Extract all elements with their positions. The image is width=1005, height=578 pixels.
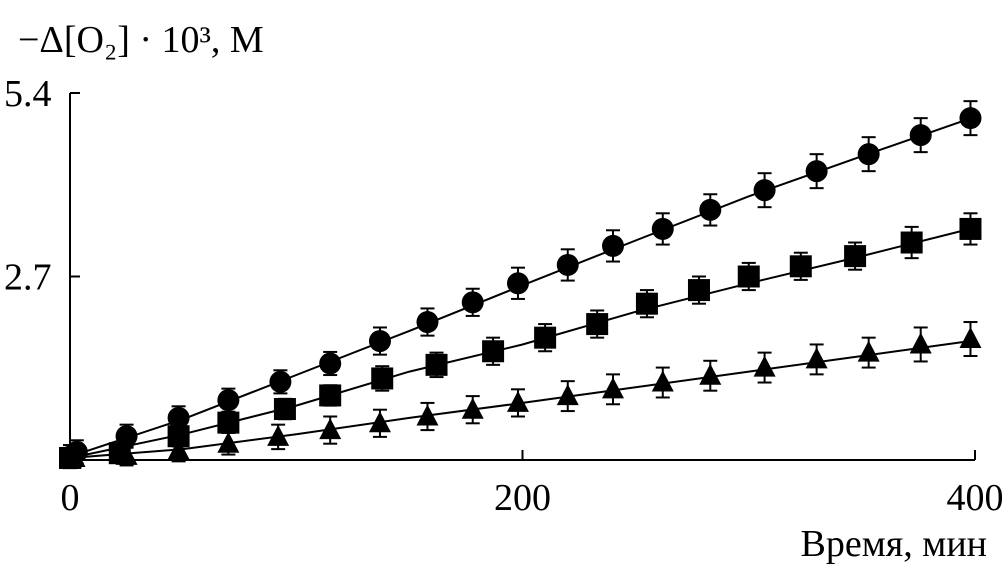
square-point: [371, 367, 394, 390]
triangle-point: [753, 355, 776, 377]
circle-point: [909, 124, 932, 147]
triangle-point: [556, 384, 579, 406]
circle-point: [857, 143, 880, 166]
square-point: [534, 326, 557, 349]
square-point: [844, 245, 867, 268]
triangle-point: [217, 431, 240, 453]
circle-point: [167, 406, 190, 429]
y-axis-label: −Δ[O₂] · 10³, М: [18, 19, 264, 61]
square-point: [900, 231, 923, 254]
circle-point: [753, 179, 776, 202]
triangle-point: [319, 418, 342, 440]
square-point: [586, 313, 609, 336]
circle-point: [556, 253, 579, 276]
triangle-point: [909, 332, 932, 354]
triangle-point: [506, 390, 529, 412]
triangle-point: [805, 347, 828, 369]
square-point: [959, 217, 982, 240]
triangle-point: [416, 404, 439, 426]
square-point: [217, 411, 240, 434]
triangle-point: [602, 377, 624, 399]
circle-point: [805, 160, 828, 183]
triangle-point: [651, 370, 674, 392]
x-axis-label: Время, мин: [800, 523, 987, 565]
circle-point: [115, 425, 138, 448]
circle-point: [461, 291, 484, 314]
triangle-point: [368, 411, 391, 433]
circle-point: [217, 389, 240, 412]
triangle-point: [959, 327, 982, 349]
circle-point: [959, 107, 982, 130]
y-tick-label: 5.4: [4, 73, 52, 115]
x-tick-label: 400: [947, 477, 1004, 519]
square-point: [425, 353, 448, 376]
circle-point: [416, 311, 439, 334]
square-point: [789, 255, 812, 278]
triangle-point: [461, 397, 484, 419]
square-point: [273, 398, 296, 421]
square-point: [737, 265, 760, 288]
circle-point: [368, 330, 391, 353]
fit-line-square: [69, 226, 976, 459]
triangle-point: [857, 340, 880, 362]
triangle-point: [699, 363, 722, 385]
axes: 0 200 400 2.7 5.4: [4, 73, 1004, 519]
square-point: [687, 279, 710, 302]
circle-point: [651, 217, 674, 240]
square-point: [482, 340, 505, 363]
circle-point: [602, 234, 624, 257]
circle-point: [319, 352, 342, 375]
triangle-point: [115, 443, 138, 465]
square-point: [319, 384, 342, 407]
square-point: [635, 292, 658, 315]
data-marks: [59, 100, 982, 470]
triangle-point: [63, 445, 86, 467]
circle-point: [506, 272, 529, 295]
x-tick-label: 0: [61, 477, 80, 519]
circle-point: [699, 198, 722, 221]
fit-line-triangle: [69, 339, 976, 459]
square-point: [167, 425, 190, 448]
x-tick-label: 200: [494, 477, 551, 519]
circle-point: [269, 370, 292, 393]
triangle-point: [267, 424, 290, 446]
triangle-point: [167, 438, 190, 460]
y-tick-label: 2.7: [4, 257, 52, 299]
